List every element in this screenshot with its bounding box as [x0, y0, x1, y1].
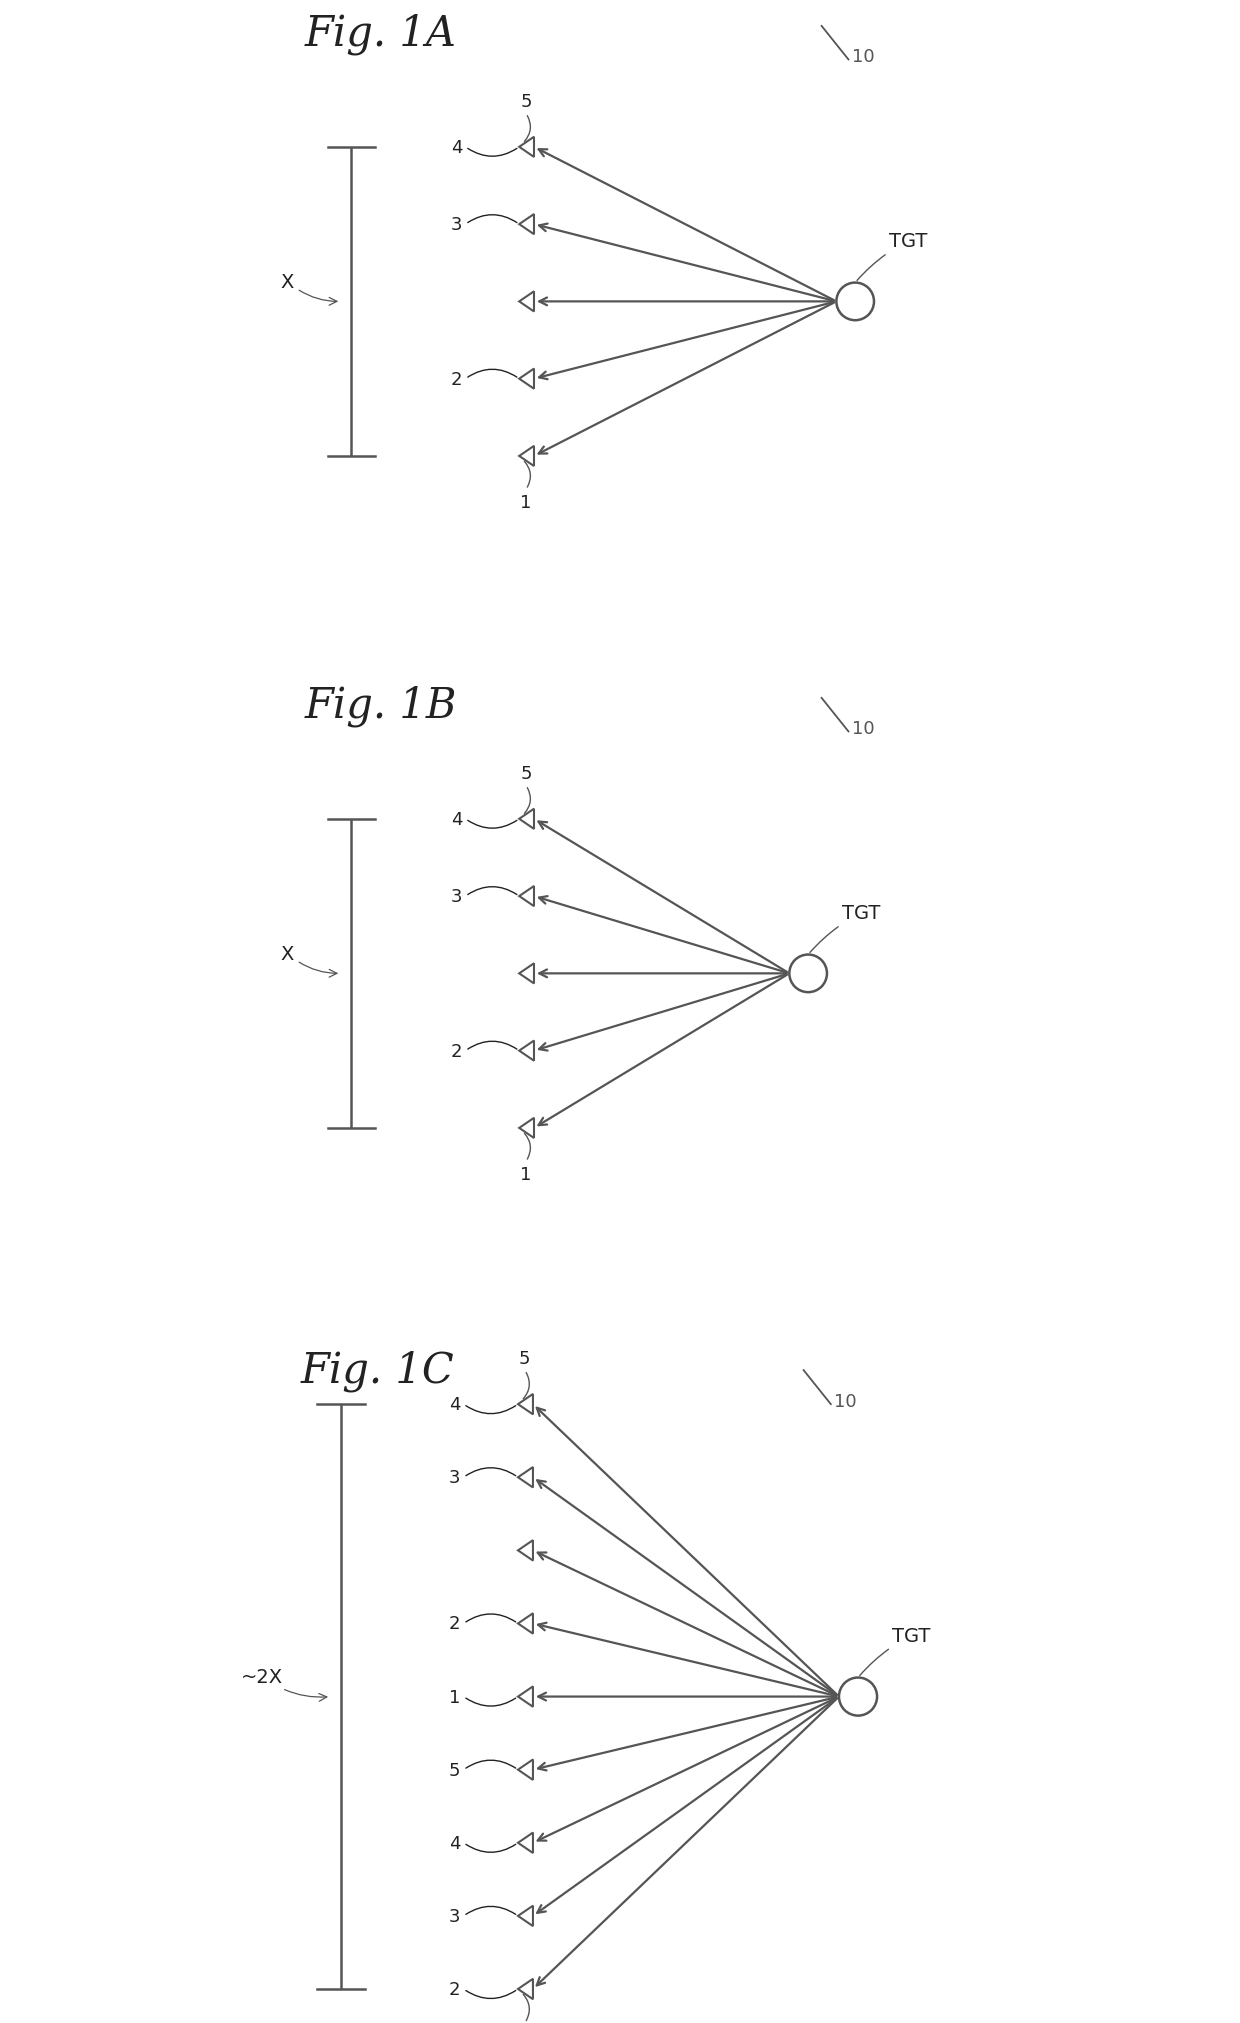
Text: 2: 2: [450, 1042, 463, 1060]
Text: 5: 5: [520, 1349, 531, 1368]
Text: 4: 4: [450, 811, 463, 827]
Text: 5: 5: [520, 93, 532, 111]
Text: X: X: [280, 273, 337, 305]
Text: 3: 3: [450, 888, 463, 906]
Text: 1: 1: [449, 1687, 460, 1705]
Text: 4: 4: [450, 140, 463, 156]
Text: ~2X: ~2X: [242, 1667, 327, 1701]
Text: 3: 3: [449, 1908, 460, 1926]
Text: 2: 2: [449, 1614, 460, 1633]
Text: Fig. 1A: Fig. 1A: [304, 12, 456, 55]
Text: 1: 1: [521, 494, 532, 512]
Text: TGT: TGT: [859, 1626, 930, 1675]
Text: 4: 4: [449, 1835, 460, 1851]
Text: 3: 3: [450, 216, 463, 235]
Text: 10: 10: [852, 49, 874, 67]
Text: Fig. 1B: Fig. 1B: [304, 684, 456, 726]
Text: 2: 2: [449, 1981, 460, 1999]
Text: 5: 5: [449, 1760, 460, 1778]
Text: 3: 3: [449, 1469, 460, 1487]
Text: Fig. 1C: Fig. 1C: [300, 1349, 454, 1392]
Text: TGT: TGT: [810, 904, 880, 953]
Text: 1: 1: [521, 1165, 532, 1183]
Text: 5: 5: [520, 765, 532, 783]
Text: 2: 2: [450, 370, 463, 388]
Text: 10: 10: [835, 1392, 857, 1410]
Text: 4: 4: [449, 1396, 460, 1414]
Text: TGT: TGT: [857, 233, 928, 281]
Text: X: X: [280, 945, 337, 977]
Text: 10: 10: [852, 720, 874, 738]
